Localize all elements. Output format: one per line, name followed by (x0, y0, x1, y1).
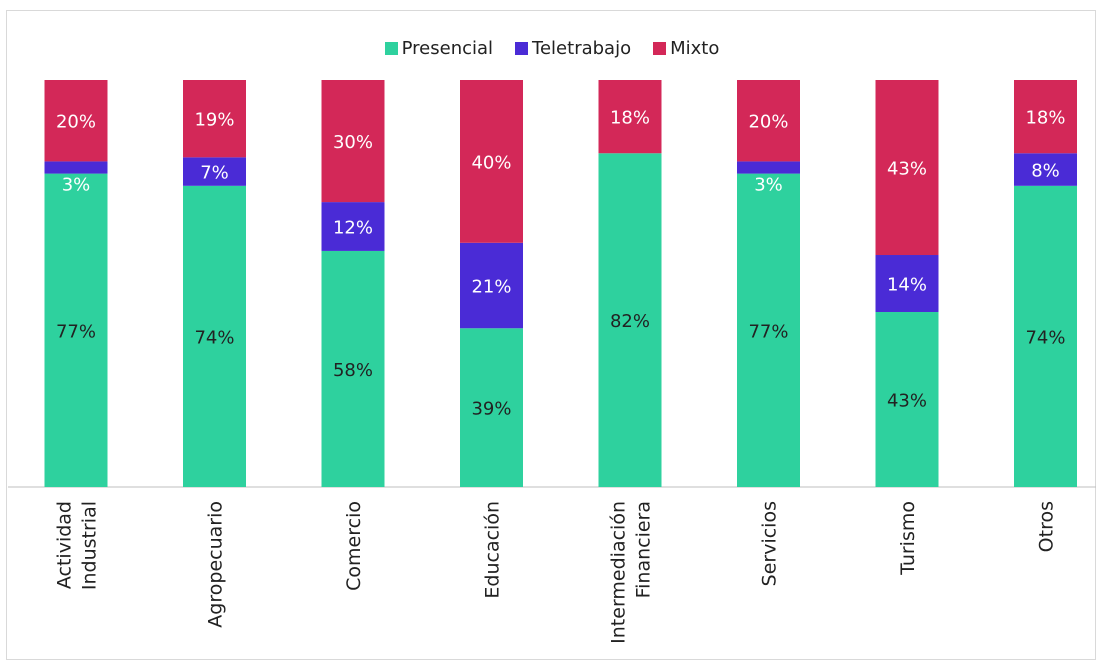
data-label-presencial-actividad-industrial: 77% (56, 321, 96, 342)
data-label-presencial-comercio: 58% (333, 360, 373, 381)
legend-label-presencial: Presencial (401, 38, 494, 59)
data-label-teletrabajo-agropecuario: 7% (200, 163, 229, 184)
x-tick-label-line: Otros (1036, 501, 1058, 552)
data-label-presencial-educacion: 39% (471, 399, 511, 420)
bar-mixto-servicios (737, 80, 800, 162)
bar-teletrabajo-educacion (460, 242, 523, 329)
chart-legend: Presencial Teletrabajo Mixto (0, 38, 1104, 59)
bar-teletrabajo-turismo (875, 255, 939, 312)
bar-presencial-otros (1014, 185, 1077, 487)
data-label-teletrabajo-comercio: 12% (333, 218, 373, 239)
bar-presencial-servicios (737, 173, 800, 488)
x-tick-label-servicios: Servicios (759, 501, 781, 586)
legend-item-presencial: Presencial (384, 38, 494, 59)
x-tick-label-line: Industrial (79, 501, 101, 590)
x-tick-label-intermediacion-financiera: Intermediación Financiera (608, 501, 655, 644)
x-tick-label-line: Agropecuario (205, 501, 227, 628)
bar-teletrabajo-otros (1014, 153, 1077, 186)
x-tick-label-turismo: Turismo (897, 501, 919, 576)
bar-mixto-actividad-industrial (44, 80, 108, 162)
x-tick-label-otros: Otros (1036, 501, 1058, 552)
x-tick-label-line: Actividad (54, 501, 76, 589)
data-label-teletrabajo-otros: 8% (1031, 161, 1060, 182)
bar-teletrabajo-comercio (321, 202, 385, 251)
x-tick-label-agropecuario: Agropecuario (205, 501, 227, 628)
data-label-presencial-agropecuario: 74% (194, 327, 234, 348)
data-label-presencial-turismo: 43% (887, 390, 927, 411)
bar-presencial-agropecuario (183, 185, 246, 487)
data-label-presencial-servicios: 77% (748, 321, 788, 342)
data-label-mixto-actividad-industrial: 20% (56, 112, 96, 133)
legend-label-teletrabajo: Teletrabajo (532, 38, 632, 59)
bar-mixto-agropecuario (183, 80, 246, 158)
legend-item-teletrabajo: Teletrabajo (515, 38, 631, 59)
bar-presencial-comercio (321, 250, 385, 487)
data-label-mixto-intermediacion-financiera: 18% (610, 108, 650, 129)
legend-item-mixto: Mixto (653, 38, 719, 59)
data-label-teletrabajo-servicios: 3% (754, 174, 783, 195)
data-label-mixto-otros: 18% (1025, 108, 1065, 129)
data-label-teletrabajo-actividad-industrial: 3% (62, 174, 91, 195)
legend-swatch-mixto (653, 42, 667, 55)
bar-teletrabajo-agropecuario (183, 157, 246, 186)
x-tick-label-line: Turismo (897, 501, 919, 576)
data-label-mixto-turismo: 43% (887, 159, 927, 180)
x-tick-label-comercio: Comercio (343, 501, 365, 591)
bar-mixto-turismo (875, 80, 939, 256)
x-tick-label-line: Servicios (759, 501, 781, 586)
bar-mixto-otros (1014, 80, 1077, 154)
data-label-mixto-servicios: 20% (748, 112, 788, 133)
data-label-mixto-agropecuario: 19% (194, 110, 234, 131)
bar-teletrabajo-actividad-industrial (44, 161, 108, 174)
bar-presencial-intermediacion-financiera (598, 153, 662, 487)
data-label-presencial-otros: 74% (1025, 327, 1065, 348)
x-tick-label-line: Financiera (633, 501, 655, 598)
legend-swatch-teletrabajo (515, 42, 529, 55)
data-label-mixto-comercio: 30% (333, 132, 373, 153)
legend-label-mixto: Mixto (670, 38, 720, 59)
bar-presencial-actividad-industrial (44, 173, 108, 488)
data-label-teletrabajo-educacion: 21% (471, 277, 511, 298)
x-tick-label-line: Educación (482, 501, 504, 599)
bar-mixto-comercio (321, 80, 385, 203)
bar-presencial-turismo (875, 311, 939, 487)
x-tick-label-line: Intermediación (608, 501, 630, 644)
x-tick-label-actividad-industrial: Actividad Industrial (54, 501, 101, 590)
bar-mixto-intermediacion-financiera (598, 80, 662, 154)
data-label-presencial-intermediacion-financiera: 82% (610, 311, 650, 332)
x-tick-label-educacion: Educación (482, 501, 504, 599)
x-tick-label-line: Comercio (343, 501, 365, 591)
bar-presencial-educacion (460, 328, 523, 487)
legend-swatch-presencial (384, 42, 398, 55)
bar-mixto-educacion (460, 80, 523, 243)
data-label-teletrabajo-turismo: 14% (887, 275, 927, 296)
bar-teletrabajo-servicios (737, 161, 800, 174)
data-label-mixto-educacion: 40% (471, 152, 511, 173)
